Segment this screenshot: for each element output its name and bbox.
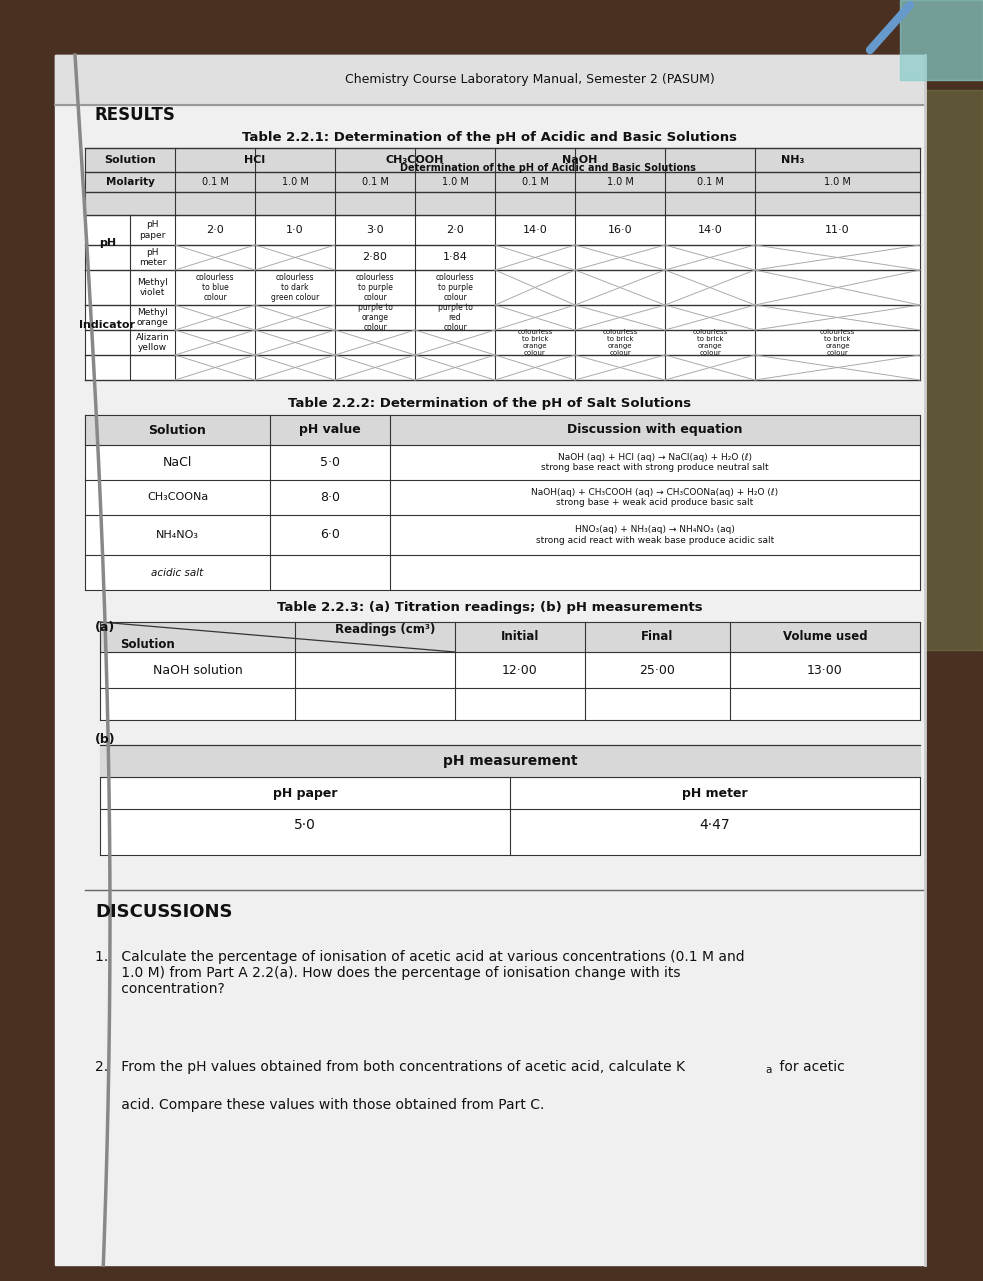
Text: pH
paper: pH paper [140, 220, 166, 240]
Bar [100, 623, 920, 720]
Text: Solution: Solution [120, 638, 175, 651]
Text: Chemistry Course Laboratory Manual, Semester 2 (PASUM): Chemistry Course Laboratory Manual, Seme… [345, 73, 715, 87]
Text: DISCUSSIONS: DISCUSSIONS [95, 903, 233, 921]
Bar [100, 746, 920, 854]
Text: 11·0: 11·0 [825, 225, 850, 234]
Text: pH meter: pH meter [682, 787, 748, 799]
Text: 12·00: 12·00 [502, 664, 538, 676]
Text: 5·0: 5·0 [320, 456, 340, 469]
Text: acidic salt: acidic salt [151, 567, 203, 578]
Text: colourless
to dark
green colour: colourless to dark green colour [271, 273, 319, 302]
Bar [85, 415, 920, 591]
Text: Initial: Initial [500, 630, 540, 643]
Bar [55, 55, 925, 105]
Text: 25·00: 25·00 [640, 664, 675, 676]
Text: colourless
to blue
colour: colourless to blue colour [196, 273, 234, 302]
Text: 1.   Calculate the percentage of ionisation of acetic acid at various concentrat: 1. Calculate the percentage of ionisatio… [95, 951, 745, 997]
Text: Alizarin
yellow: Alizarin yellow [136, 333, 169, 352]
Text: NaOH (aq) + HCl (aq) → NaCl(aq) + H₂O (ℓ)
strong base react with strong produce : NaOH (aq) + HCl (aq) → NaCl(aq) + H₂O (ℓ… [542, 452, 769, 473]
Text: 0.1 M: 0.1 M [522, 177, 549, 187]
Text: Table 2.2.3: (a) Titration readings; (b) pH measurements: Table 2.2.3: (a) Titration readings; (b)… [277, 602, 703, 615]
Text: 6·0: 6·0 [320, 529, 340, 542]
Text: 14·0: 14·0 [523, 225, 548, 234]
Bar [100, 623, 920, 652]
Text: 16·0: 16·0 [607, 225, 632, 234]
Text: acid. Compare these values with those obtained from Part C.: acid. Compare these values with those ob… [95, 1098, 545, 1112]
Text: 0.1 M: 0.1 M [697, 177, 723, 187]
Text: Discussion with equation: Discussion with equation [567, 424, 743, 437]
Text: a: a [765, 1065, 772, 1075]
Text: pH
meter: pH meter [139, 247, 166, 268]
Text: pH measurement: pH measurement [442, 755, 577, 769]
Text: Methyl
orange: Methyl orange [137, 307, 168, 327]
Text: NH₃: NH₃ [781, 155, 804, 165]
Text: pH: pH [99, 237, 116, 247]
Text: 1·0: 1·0 [286, 225, 304, 234]
Text: NH₄NO₃: NH₄NO₃ [156, 530, 199, 541]
Text: Indicator: Indicator [80, 320, 136, 330]
Text: Final: Final [641, 630, 673, 643]
Text: 2·0: 2·0 [206, 225, 224, 234]
Text: 2·80: 2·80 [363, 252, 387, 263]
Text: 1·84: 1·84 [442, 252, 468, 263]
Text: 0.1 M: 0.1 M [202, 177, 228, 187]
Bar [750, 90, 983, 649]
Text: Table 2.2.2: Determination of the pH of Salt Solutions: Table 2.2.2: Determination of the pH of … [288, 397, 692, 410]
Text: (b): (b) [95, 734, 116, 747]
Text: Methyl
violet: Methyl violet [137, 278, 168, 297]
Bar [85, 149, 920, 215]
Text: 0.1 M: 0.1 M [362, 177, 388, 187]
Text: CH₃COOH: CH₃COOH [385, 155, 444, 165]
Text: colourless
to brick
orange
colour: colourless to brick orange colour [820, 329, 855, 356]
Text: NaOH solution: NaOH solution [152, 664, 243, 676]
Text: purple to
orange
colour: purple to orange colour [358, 302, 392, 332]
Text: (a): (a) [95, 621, 115, 634]
Text: pH paper: pH paper [272, 787, 337, 799]
Text: colourless
to purple
colour: colourless to purple colour [356, 273, 394, 302]
Text: pH value: pH value [299, 424, 361, 437]
Text: purple to
red
colour: purple to red colour [437, 302, 473, 332]
Text: Table 2.2.1: Determination of the pH of Acidic and Basic Solutions: Table 2.2.1: Determination of the pH of … [243, 132, 737, 145]
Bar [85, 415, 920, 445]
Text: colourless
to brick
orange
colour: colourless to brick orange colour [517, 329, 552, 356]
Text: Volume used: Volume used [782, 630, 867, 643]
Text: 4·47: 4·47 [700, 819, 730, 831]
Text: 1.0 M: 1.0 M [607, 177, 633, 187]
Bar [900, 0, 983, 79]
Text: colourless
to purple
colour: colourless to purple colour [435, 273, 475, 302]
Text: 14·0: 14·0 [698, 225, 723, 234]
Text: 1.0 M: 1.0 M [441, 177, 469, 187]
Text: Molarity: Molarity [105, 177, 154, 187]
Text: 5·0: 5·0 [294, 819, 316, 831]
Text: NaOH: NaOH [562, 155, 598, 165]
Text: 1.0 M: 1.0 M [824, 177, 851, 187]
Text: 1.0 M: 1.0 M [281, 177, 309, 187]
Text: 2·0: 2·0 [446, 225, 464, 234]
Text: HNO₃(aq) + NH₃(aq) → NH₄NO₃ (aq)
strong acid react with weak base produce acidic: HNO₃(aq) + NH₃(aq) → NH₄NO₃ (aq) strong … [536, 525, 775, 544]
Text: Determination of the pH of Acidic and Basic Solutions: Determination of the pH of Acidic and Ba… [399, 163, 695, 173]
Text: 13·00: 13·00 [807, 664, 842, 676]
Text: 3·0: 3·0 [367, 225, 383, 234]
Text: NaCl: NaCl [163, 456, 193, 469]
Bar [85, 149, 920, 380]
Text: NaOH(aq) + CH₃COOH (aq) → CH₃COONa(aq) + H₂O (ℓ)
strong base + weak acid produce: NaOH(aq) + CH₃COOH (aq) → CH₃COONa(aq) +… [532, 488, 779, 507]
Text: colourless
to brick
orange
colour: colourless to brick orange colour [692, 329, 727, 356]
Text: Solution: Solution [148, 424, 206, 437]
Text: 8·0: 8·0 [320, 491, 340, 503]
Text: 2.   From the pH values obtained from both concentrations of acetic acid, calcul: 2. From the pH values obtained from both… [95, 1059, 685, 1073]
Text: Readings (cm³): Readings (cm³) [334, 624, 435, 637]
Text: Solution: Solution [104, 155, 156, 165]
Text: colourless
to brick
orange
colour: colourless to brick orange colour [603, 329, 638, 356]
Text: for acetic: for acetic [775, 1059, 844, 1073]
Text: RESULTS: RESULTS [95, 106, 176, 124]
Text: HCl: HCl [245, 155, 265, 165]
Bar [55, 55, 925, 1266]
Text: CH₃COONa: CH₃COONa [146, 492, 208, 502]
Bar [100, 746, 920, 778]
